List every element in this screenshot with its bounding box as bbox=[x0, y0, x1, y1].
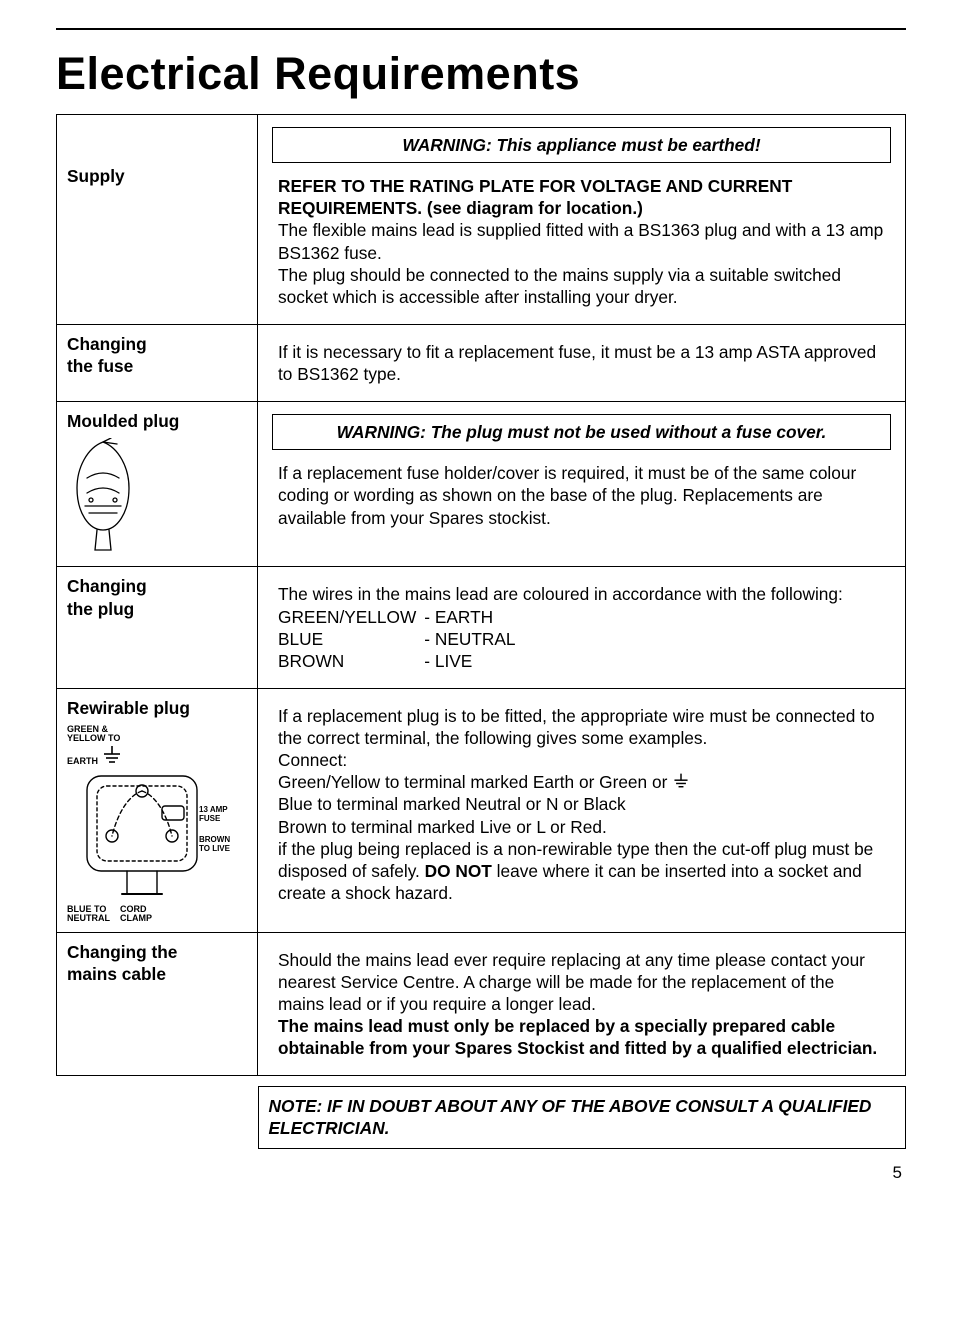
row-label-supply: Supply bbox=[57, 115, 258, 325]
footnote-box: NOTE: IF IN DOUBT ABOUT ANY OF THE ABOVE… bbox=[258, 1086, 906, 1148]
rewirable-p5: Brown to terminal marked Live or L or Re… bbox=[278, 817, 607, 837]
label-line1: Changing bbox=[67, 576, 147, 596]
colour-list: GREEN/YELLOW- EARTH BLUE- NEUTRAL BROWN-… bbox=[278, 606, 516, 672]
row-content-changing-plug: The wires in the mains lead are coloured… bbox=[258, 567, 906, 689]
table-row: Changing the fuse If it is necessary to … bbox=[57, 324, 906, 401]
diag-tolive: TO LIVE bbox=[199, 844, 231, 853]
table-row: Moulded plug WARNING: The plug must not bbox=[57, 402, 906, 567]
requirements-table: Supply WARNING: This appliance must be e… bbox=[56, 114, 906, 1149]
table-row: Changing the plug The wires in the mains… bbox=[57, 567, 906, 689]
table-row: Rewirable plug GREEN & YELLOW TO EARTH bbox=[57, 688, 906, 932]
colour-earth: - EARTH bbox=[424, 606, 515, 628]
diag-earth: EARTH bbox=[67, 756, 98, 766]
moulded-plug-icon bbox=[67, 438, 139, 553]
label-line2: mains cable bbox=[67, 964, 166, 984]
top-rule bbox=[56, 28, 906, 30]
label-line2: the plug bbox=[67, 599, 134, 619]
supply-line2: The plug should be connected to the main… bbox=[278, 265, 841, 307]
label-text: Supply bbox=[67, 166, 125, 186]
warning-box: WARNING: The plug must not be used witho… bbox=[272, 414, 891, 450]
row-label-changing-plug: Changing the plug bbox=[57, 567, 258, 689]
page-number: 5 bbox=[56, 1163, 906, 1183]
moulded-plug-body: If a replacement fuse holder/cover is re… bbox=[268, 454, 895, 536]
changing-mains-p1: Should the mains lead ever require repla… bbox=[278, 950, 865, 1014]
row-content-changing-fuse: If it is necessary to fit a replacement … bbox=[258, 324, 906, 401]
colour-brown: BROWN bbox=[278, 650, 424, 672]
label-line2: the fuse bbox=[67, 356, 133, 376]
earth-symbol-icon bbox=[672, 772, 690, 790]
diag-brown: BROWN bbox=[199, 835, 230, 844]
rewirable-p1: If a replacement plug is to be fitted, t… bbox=[278, 706, 875, 748]
colour-live: - LIVE bbox=[424, 650, 515, 672]
row-content-supply: WARNING: This appliance must be earthed!… bbox=[258, 115, 906, 325]
moulded-plug-sketch bbox=[67, 432, 247, 558]
diag-clamp: CLAMP bbox=[120, 913, 152, 923]
rewirable-diagram: GREEN & YELLOW TO EARTH bbox=[67, 725, 247, 924]
table-row: Supply WARNING: This appliance must be e… bbox=[57, 115, 906, 325]
table-row: Changing the mains cable Should the main… bbox=[57, 932, 906, 1076]
label-line1: Changing the bbox=[67, 942, 177, 962]
rewirable-p3: Green/Yellow to terminal marked Earth or… bbox=[278, 772, 672, 792]
diag-fuse: FUSE bbox=[199, 814, 221, 823]
diag-13amp: 13 AMP bbox=[199, 805, 228, 814]
changing-plug-intro: The wires in the mains lead are coloured… bbox=[278, 584, 843, 604]
row-label-changing-fuse: Changing the fuse bbox=[57, 324, 258, 401]
warning-box: WARNING: This appliance must be earthed! bbox=[272, 127, 891, 163]
diag-neutral: NEUTRAL bbox=[67, 913, 110, 923]
rewirable-p6-bold: DO NOT bbox=[425, 861, 492, 881]
changing-mains-p2: The mains lead must only be replaced by … bbox=[278, 1016, 877, 1058]
supply-body: REFER TO THE RATING PLATE FOR VOLTAGE AN… bbox=[268, 167, 895, 316]
supply-line1: The flexible mains lead is supplied fitt… bbox=[278, 220, 883, 262]
rewirable-plug-icon: 13 AMP FUSE BROWN TO LIVE bbox=[67, 766, 247, 906]
colour-green-yellow: GREEN/YELLOW bbox=[278, 606, 424, 628]
row-content-changing-mains: Should the mains lead ever require repla… bbox=[258, 932, 906, 1076]
label-text: Rewirable plug bbox=[67, 698, 190, 718]
label-text: Moulded plug bbox=[67, 411, 179, 431]
row-label-moulded-plug: Moulded plug bbox=[57, 402, 258, 567]
rewirable-p2: Connect: bbox=[278, 750, 347, 770]
supply-lead: REFER TO THE RATING PLATE FOR VOLTAGE AN… bbox=[278, 176, 792, 218]
label-line1: Changing bbox=[67, 334, 147, 354]
colour-blue: BLUE bbox=[278, 628, 424, 650]
colour-neutral: - NEUTRAL bbox=[424, 628, 515, 650]
row-label-changing-mains: Changing the mains cable bbox=[57, 932, 258, 1076]
row-content-moulded-plug: WARNING: The plug must not be used witho… bbox=[258, 402, 906, 567]
table-row: NOTE: IF IN DOUBT ABOUT ANY OF THE ABOVE… bbox=[57, 1076, 906, 1149]
diag-green-yellow: GREEN & YELLOW TO bbox=[67, 724, 120, 743]
page-title: Electrical Requirements bbox=[56, 48, 906, 100]
row-content-rewirable-plug: If a replacement plug is to be fitted, t… bbox=[258, 688, 906, 932]
rewirable-p4: Blue to terminal marked Neutral or N or … bbox=[278, 794, 626, 814]
changing-fuse-body: If it is necessary to fit a replacement … bbox=[268, 333, 895, 393]
earth-symbol-icon bbox=[101, 744, 123, 766]
row-label-rewirable-plug: Rewirable plug GREEN & YELLOW TO EARTH bbox=[57, 688, 258, 932]
